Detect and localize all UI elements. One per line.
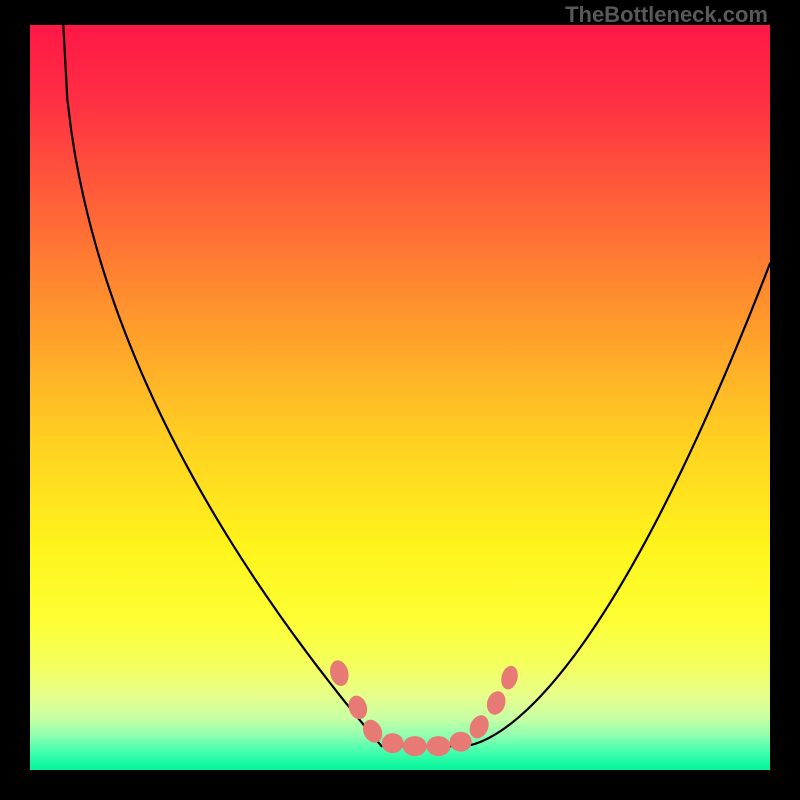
curve-marker	[382, 733, 404, 753]
watermark-text: TheBottleneck.com	[565, 2, 768, 28]
bottleneck-chart	[30, 25, 770, 770]
curve-marker	[426, 736, 450, 756]
gradient-background	[30, 25, 770, 770]
curve-marker	[450, 732, 472, 752]
chart-frame: TheBottleneck.com	[0, 0, 800, 800]
plot-area	[30, 25, 770, 770]
curve-marker	[403, 736, 427, 756]
